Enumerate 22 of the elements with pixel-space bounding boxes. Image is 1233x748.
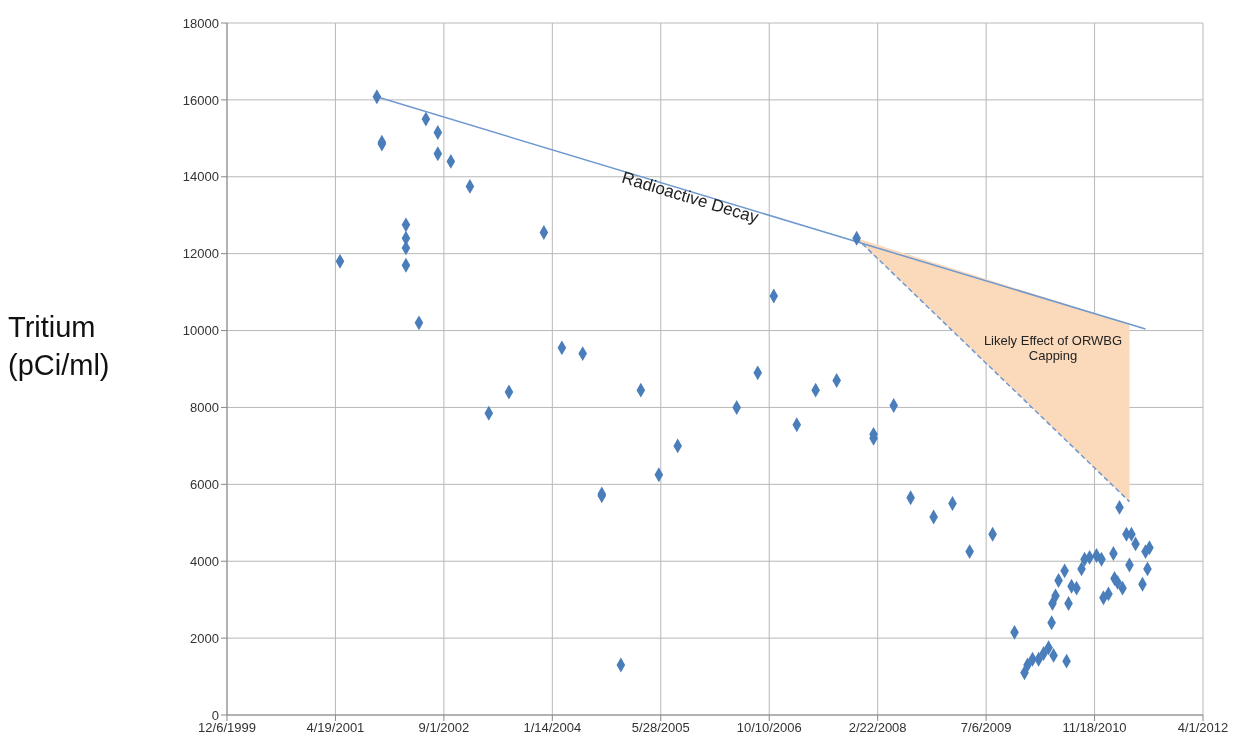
y-tick-label: 6000 (190, 476, 219, 492)
x-tick-label: 4/1/2012 (1177, 720, 1229, 736)
y-tick-label: 2000 (190, 630, 219, 646)
y-tick-label: 16000 (182, 92, 219, 108)
y-tick-label: 14000 (182, 169, 219, 185)
annotation: Likely Effect of ORWBG Capping (982, 333, 1124, 363)
y-tick-label: 12000 (182, 246, 219, 262)
y-axis-title: Tritium (pCi/ml) (8, 310, 111, 383)
y-tick-label: 10000 (182, 323, 219, 339)
y-tick-label: 8000 (190, 400, 219, 416)
x-tick-label: 10/10/2006 (736, 720, 802, 736)
y-tick-label: 4000 (190, 553, 219, 569)
x-tick-label: 12/6/1999 (198, 720, 256, 736)
x-tick-label: 2/22/2008 (848, 720, 907, 736)
y-tick-label: 0 (211, 707, 219, 723)
y-tick-label: 18000 (182, 15, 219, 31)
x-tick-label: 1/14/2004 (523, 720, 582, 736)
x-tick-label: 4/19/2001 (306, 720, 365, 736)
x-tick-label: 5/28/2005 (631, 720, 690, 736)
x-tick-label: 7/6/2009 (960, 720, 1012, 736)
x-tick-label: 11/18/2010 (1062, 720, 1127, 736)
x-tick-label: 9/1/2002 (418, 720, 470, 736)
